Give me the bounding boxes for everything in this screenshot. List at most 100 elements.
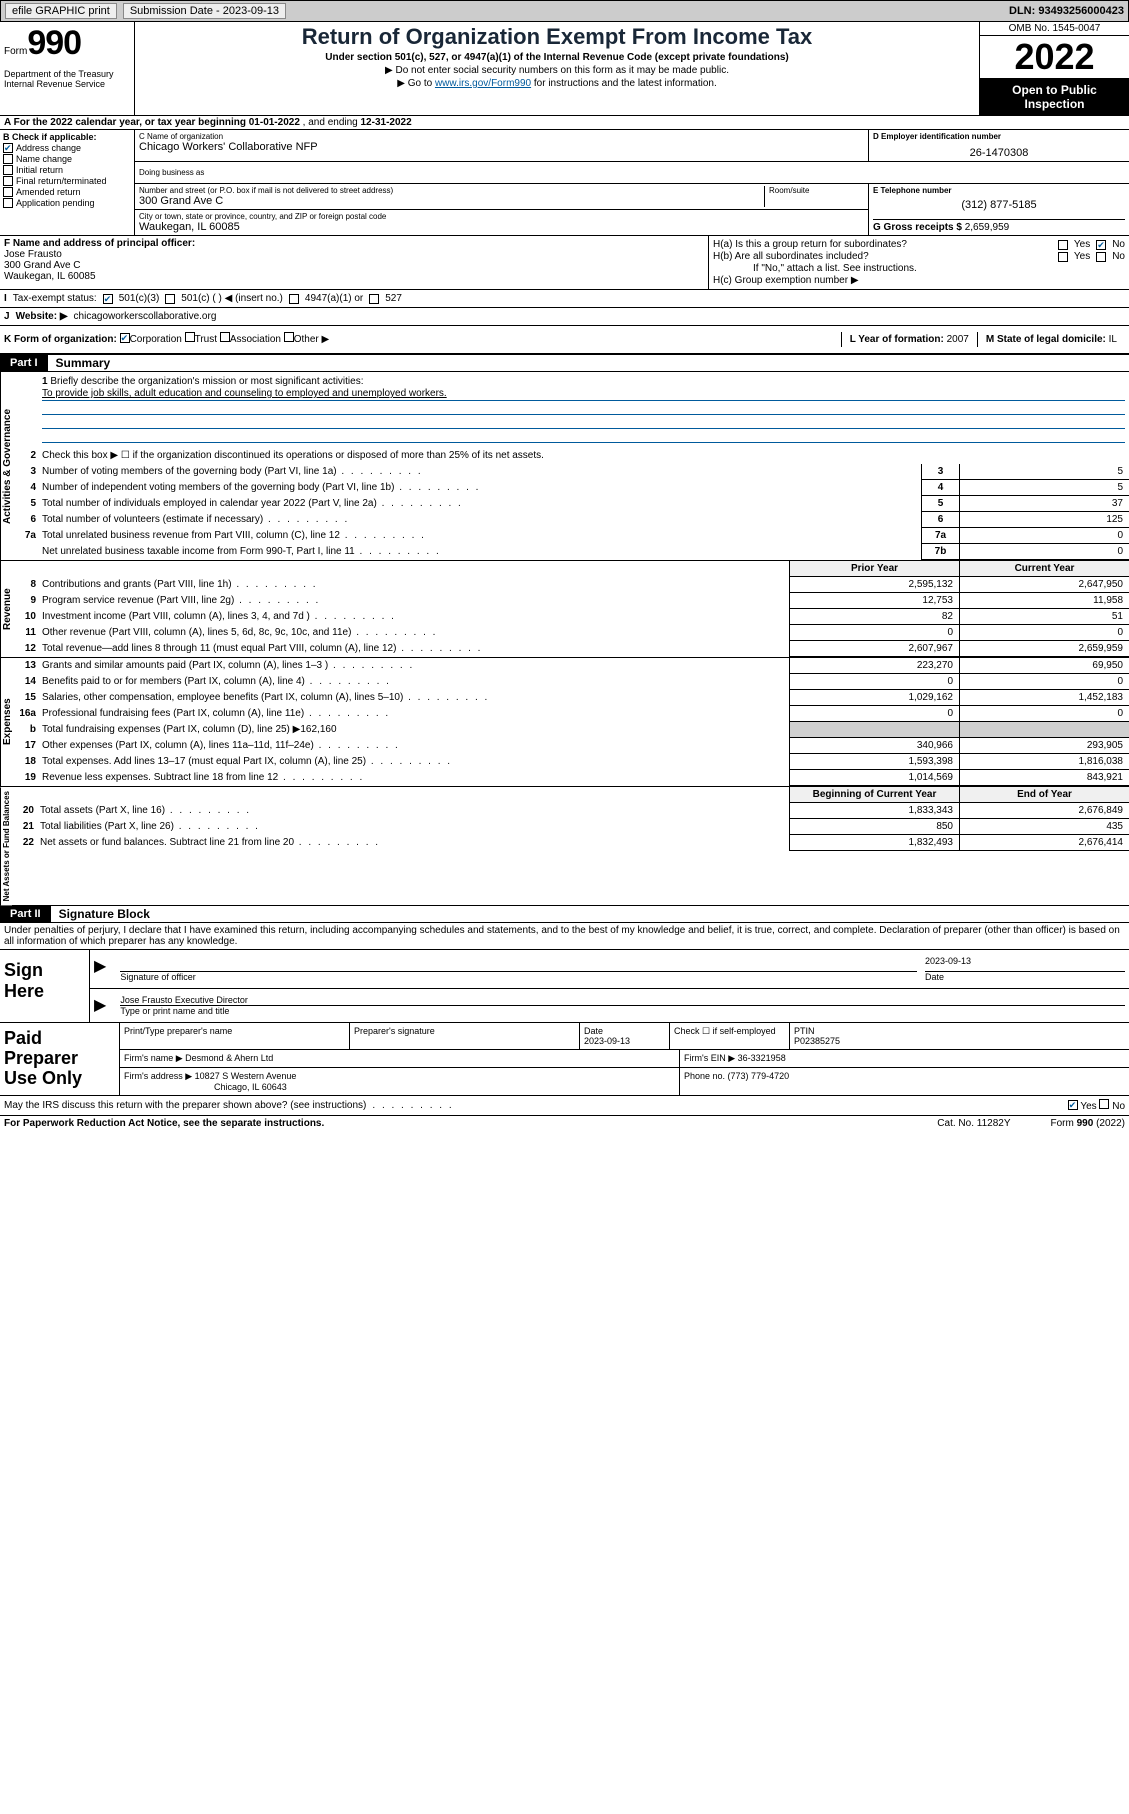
arrow-icon: ▶ [94, 995, 112, 1016]
discuss-question: May the IRS discuss this return with the… [4, 1100, 366, 1111]
firm-phone-label: Phone no. [684, 1071, 728, 1081]
submission-date-label[interactable]: Submission Date - 2023-09-13 [123, 3, 286, 19]
chk-final-return[interactable]: Final return/terminated [3, 176, 131, 186]
org-name-label: C Name of organization [139, 132, 864, 141]
checkbox-icon[interactable] [284, 332, 294, 342]
opt-501c3: 501(c)(3) [119, 293, 160, 304]
discuss-row: May the IRS discuss this return with the… [0, 1096, 1129, 1116]
opt-trust: Trust [195, 334, 217, 345]
dba-cell: Doing business as [135, 162, 1129, 184]
checkbox-icon[interactable] [1096, 252, 1106, 262]
footer: For Paperwork Reduction Act Notice, see … [0, 1116, 1129, 1131]
col-end: End of Year [959, 787, 1129, 803]
prep-sig-hdr: Preparer's signature [350, 1023, 580, 1049]
paid-preparer-label: Paid Preparer Use Only [0, 1023, 120, 1095]
checkbox-icon[interactable] [165, 294, 175, 304]
year-formation-label: L Year of formation: [850, 334, 947, 345]
officer-addr1: 300 Grand Ave C [4, 260, 704, 271]
efile-graphic-label[interactable]: efile GRAPHIC print [5, 3, 117, 19]
domicile-label: M State of legal domicile: [986, 334, 1109, 345]
firm-ein-label: Firm's EIN ▶ [684, 1053, 735, 1063]
chk-address-change[interactable]: Address change [3, 143, 131, 153]
table-row: 18Total expenses. Add lines 13–17 (must … [14, 754, 1129, 770]
line1-label: Briefly describe the organization's miss… [50, 376, 363, 387]
section-revenue: Revenue Prior Year Current Year 8Contrib… [0, 561, 1129, 658]
officer-printed-name: Jose Frausto Executive Director [120, 995, 1125, 1006]
chk-label: Amended return [16, 187, 81, 197]
irs-link[interactable]: www.irs.gov/Form990 [435, 78, 531, 89]
col-begin: Beginning of Current Year [789, 787, 959, 803]
hb-label: H(b) Are all subordinates included? [713, 251, 869, 262]
table-row: 17Other expenses (Part IX, column (A), l… [14, 738, 1129, 754]
block-h: H(a) Is this a group return for subordin… [709, 236, 1129, 289]
chk-label: Name change [16, 154, 72, 164]
org-name-cell: C Name of organization Chicago Workers' … [135, 130, 869, 161]
firm-name: Desmond & Ahern Ltd [185, 1053, 273, 1063]
form-org-label: K Form of organization: [4, 334, 117, 345]
hb-note: If "No," attach a list. See instructions… [713, 263, 1125, 274]
signature-line[interactable]: ▶ Signature of officer 2023-09-13 Date [90, 950, 1129, 989]
line-1: 1 Briefly describe the organization's mi… [14, 372, 1129, 448]
printed-name-label: Type or print name and title [120, 1006, 1125, 1016]
block-f: F Name and address of principal officer:… [0, 236, 709, 289]
form-word: Form [4, 46, 27, 57]
firm-phone: (773) 779-4720 [728, 1071, 790, 1081]
note2-pre: ▶ Go to [397, 78, 435, 89]
checkbox-icon[interactable] [1096, 240, 1106, 250]
sign-here-block: Sign Here ▶ Signature of officer 2023-09… [0, 950, 1129, 1023]
checkbox-icon[interactable] [1099, 1099, 1109, 1109]
sig-label: Signature of officer [120, 972, 917, 982]
prep-name-hdr: Print/Type preparer's name [120, 1023, 350, 1049]
opt-corp: Corporation [130, 334, 182, 345]
website-value: chicagoworkerscollaborative.org [74, 311, 217, 322]
title-cell: Return of Organization Exempt From Incom… [135, 22, 979, 115]
checkbox-icon[interactable] [220, 332, 230, 342]
checkbox-icon[interactable] [1058, 240, 1068, 250]
efile-topbar: efile GRAPHIC print Submission Date - 20… [0, 0, 1129, 22]
opt-4947: 4947(a)(1) or [305, 293, 363, 304]
form-header: Form990 Department of the Treasury Inter… [0, 22, 1129, 116]
firm-addr1: 10827 S Western Avenue [195, 1071, 297, 1081]
room-label: Room/suite [769, 186, 864, 195]
row-klm: K Form of organization: Corporation Trus… [0, 326, 1129, 355]
table-row: 3Number of voting members of the governi… [14, 464, 1129, 480]
table-row: 4Number of independent voting members of… [14, 480, 1129, 496]
checkbox-icon [3, 198, 13, 208]
prep-date: 2023-09-13 [584, 1036, 630, 1046]
checkbox-icon[interactable] [1058, 252, 1068, 262]
checkbox-icon[interactable] [103, 294, 113, 304]
checkbox-icon[interactable] [369, 294, 379, 304]
phone-value: (312) 877-5185 [873, 195, 1125, 211]
chk-name-change[interactable]: Name change [3, 154, 131, 164]
checkbox-icon[interactable] [185, 332, 195, 342]
form-id-cell: Form990 Department of the Treasury Inter… [0, 22, 135, 115]
tax-year: 2022 [980, 36, 1129, 79]
row-j: J Website: ▶ chicagoworkerscollaborative… [0, 308, 1129, 326]
revenue-col-headers: Prior Year Current Year [14, 561, 1129, 577]
block-fh: F Name and address of principal officer:… [0, 236, 1129, 290]
chk-initial-return[interactable]: Initial return [3, 165, 131, 175]
ptin-value: P02385275 [794, 1036, 840, 1046]
checkbox-icon [3, 187, 13, 197]
domicile: IL [1109, 334, 1117, 345]
block-c: C Name of organization Chicago Workers' … [135, 130, 1129, 235]
table-row: bTotal fundraising expenses (Part IX, co… [14, 722, 1129, 738]
checkbox-icon [3, 165, 13, 175]
table-row: 8Contributions and grants (Part VIII, li… [14, 577, 1129, 593]
part2-title: Signature Block [51, 907, 150, 921]
open-public-badge: Open to Public Inspection [980, 79, 1129, 115]
printed-name-line: ▶ Jose Frausto Executive Director Type o… [90, 989, 1129, 1022]
side-revenue: Revenue [0, 561, 14, 657]
chk-app-pending[interactable]: Application pending [3, 198, 131, 208]
line2-text: Check this box ▶ ☐ if the organization d… [40, 448, 1129, 464]
chk-amended[interactable]: Amended return [3, 187, 131, 197]
table-row: 5Total number of individuals employed in… [14, 496, 1129, 512]
part2-header: Part II Signature Block [0, 906, 1129, 923]
checkbox-icon[interactable] [1068, 1100, 1078, 1110]
checkbox-icon[interactable] [289, 294, 299, 304]
checkbox-icon[interactable] [120, 333, 130, 343]
checkbox-icon [3, 154, 13, 164]
line-2: 2 Check this box ▶ ☐ if the organization… [14, 448, 1129, 464]
phone-label: E Telephone number [873, 186, 1125, 195]
table-row: 7aTotal unrelated business revenue from … [14, 528, 1129, 544]
